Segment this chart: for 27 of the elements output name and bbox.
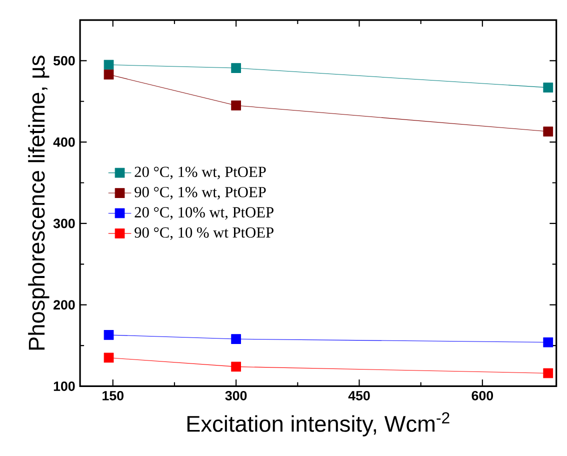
point [543, 126, 554, 136]
x-tick-label: 450 [348, 390, 370, 400]
legend-label: 90 °C, 1% wt, PtOEP [134, 186, 266, 200]
x-axis-title: Excitation intensity, Wcm$^{-2}$ [187, 412, 450, 436]
point [231, 62, 242, 73]
legend-label: 20 °C, 1% wt, PtOEP [134, 166, 266, 180]
point [104, 352, 114, 363]
legend-label: 90 °C, 10 % wt PtOEP [134, 227, 274, 240]
y-tick-label: 500 [53, 56, 75, 66]
point [104, 330, 114, 340]
point [231, 334, 242, 344]
y-tick-label: 100 [54, 381, 75, 391]
y-tick-label: 200 [54, 300, 75, 310]
x-tick-label: 150 [102, 390, 124, 400]
y-tick-label: 400 [53, 137, 75, 147]
point [104, 60, 114, 70]
x-tick-label: 300 [225, 390, 247, 400]
point [543, 368, 554, 378]
point [231, 100, 242, 110]
x-tick-label: 600 [472, 390, 494, 400]
point [543, 337, 554, 348]
point [543, 82, 554, 92]
legend-label: 20 °C, 10% wt, PtOEP [134, 207, 274, 220]
point [104, 69, 114, 80]
y-axis-title: Phosphorescence lifetime, µs [28, 56, 50, 350]
y-tick-label: 300 [53, 218, 75, 228]
point [231, 362, 242, 372]
